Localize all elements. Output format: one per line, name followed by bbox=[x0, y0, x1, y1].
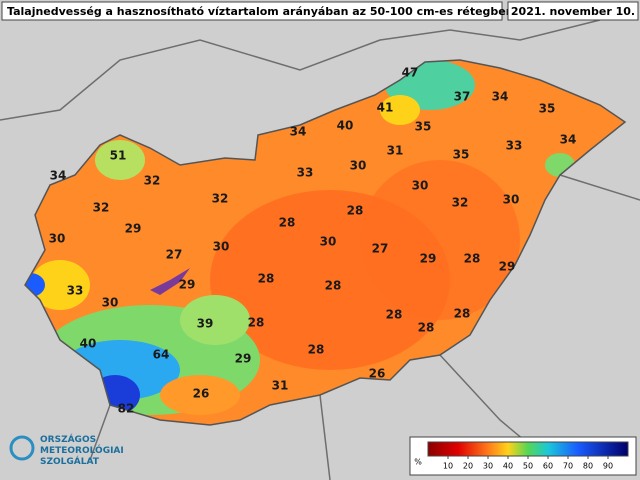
station-value: 47 bbox=[402, 66, 419, 80]
station-value: 28 bbox=[418, 321, 435, 335]
station-value: 32 bbox=[452, 196, 469, 210]
station-value: 40 bbox=[80, 337, 97, 351]
station-value: 33 bbox=[67, 284, 84, 298]
station-value: 32 bbox=[144, 174, 161, 188]
legend-tick-label: 40 bbox=[503, 462, 513, 471]
station-value: 28 bbox=[279, 216, 296, 230]
station-value: 29 bbox=[420, 252, 437, 266]
station-value: 28 bbox=[454, 307, 471, 321]
logo-line: METEOROLÓGIAI bbox=[40, 444, 124, 456]
station-value: 26 bbox=[369, 367, 386, 381]
date: 2021. november 10. bbox=[511, 5, 635, 18]
station-value: 34 bbox=[50, 169, 67, 183]
station-value: 31 bbox=[272, 379, 289, 393]
logo-line: SZOLGÁLAT bbox=[40, 455, 100, 467]
station-value: 82 bbox=[118, 402, 135, 416]
legend-tick-label: 90 bbox=[603, 462, 613, 471]
station-value: 27 bbox=[372, 242, 389, 256]
station-value: 34 bbox=[492, 90, 509, 104]
legend-tick-label: 20 bbox=[463, 462, 473, 471]
station-value: 33 bbox=[297, 166, 314, 180]
station-value: 33 bbox=[506, 139, 523, 153]
station-value: 27 bbox=[166, 248, 183, 262]
station-value: 30 bbox=[350, 159, 367, 173]
station-value: 34 bbox=[560, 133, 577, 147]
station-value: 51 bbox=[110, 149, 127, 163]
station-value: 28 bbox=[248, 316, 265, 330]
station-value: 37 bbox=[454, 90, 471, 104]
station-value: 28 bbox=[325, 279, 342, 293]
station-value: 35 bbox=[539, 102, 556, 116]
station-value: 28 bbox=[347, 204, 364, 218]
title-box bbox=[1, 1, 503, 21]
station-value: 30 bbox=[503, 193, 520, 207]
station-value: 29 bbox=[125, 222, 142, 236]
station-value: 40 bbox=[337, 119, 354, 133]
station-value: 34 bbox=[290, 125, 307, 139]
station-value: 28 bbox=[464, 252, 481, 266]
station-value: 30 bbox=[213, 240, 230, 254]
country-outline bbox=[24, 59, 627, 426]
logo-icon bbox=[9, 435, 35, 461]
station-value: 29 bbox=[499, 260, 516, 274]
station-value: 28 bbox=[308, 343, 325, 357]
legend-unit: % bbox=[414, 458, 422, 467]
station-value: 26 bbox=[193, 387, 210, 401]
logo: ORSZÁGOS METEOROLÓGIAI SZOLGÁLAT bbox=[9, 433, 124, 467]
station-value: 30 bbox=[320, 235, 337, 249]
station-value: 35 bbox=[415, 120, 432, 134]
legend-tick-label: 30 bbox=[483, 462, 493, 471]
date-box bbox=[507, 1, 639, 21]
legend-tick-label: 10 bbox=[443, 462, 453, 471]
station-value: 64 bbox=[153, 348, 170, 362]
station-value: 30 bbox=[102, 296, 119, 310]
legend-tick-label: 60 bbox=[543, 462, 553, 471]
lake-balaton bbox=[150, 268, 190, 295]
legend-tick-label: 80 bbox=[583, 462, 593, 471]
legend-tick-label: 50 bbox=[523, 462, 533, 471]
country-borders bbox=[0, 19, 640, 480]
logo-line: ORSZÁGOS bbox=[40, 433, 96, 445]
station-value: 35 bbox=[453, 148, 470, 162]
station-value: 28 bbox=[386, 308, 403, 322]
station-value: 32 bbox=[93, 201, 110, 215]
station-value: 41 bbox=[377, 101, 394, 115]
station-value: 32 bbox=[212, 192, 229, 206]
station-value: 39 bbox=[197, 317, 214, 331]
station-value: 28 bbox=[258, 272, 275, 286]
colorbar bbox=[427, 441, 629, 457]
station-value: 30 bbox=[412, 179, 429, 193]
station-value: 30 bbox=[49, 232, 66, 246]
station-value: 31 bbox=[387, 144, 404, 158]
title: Talajnedvesség a hasznosítható víztartal… bbox=[7, 5, 539, 18]
legend-tick-label: 70 bbox=[563, 462, 573, 471]
station-value: 29 bbox=[235, 352, 252, 366]
station-value: 29 bbox=[179, 278, 196, 292]
